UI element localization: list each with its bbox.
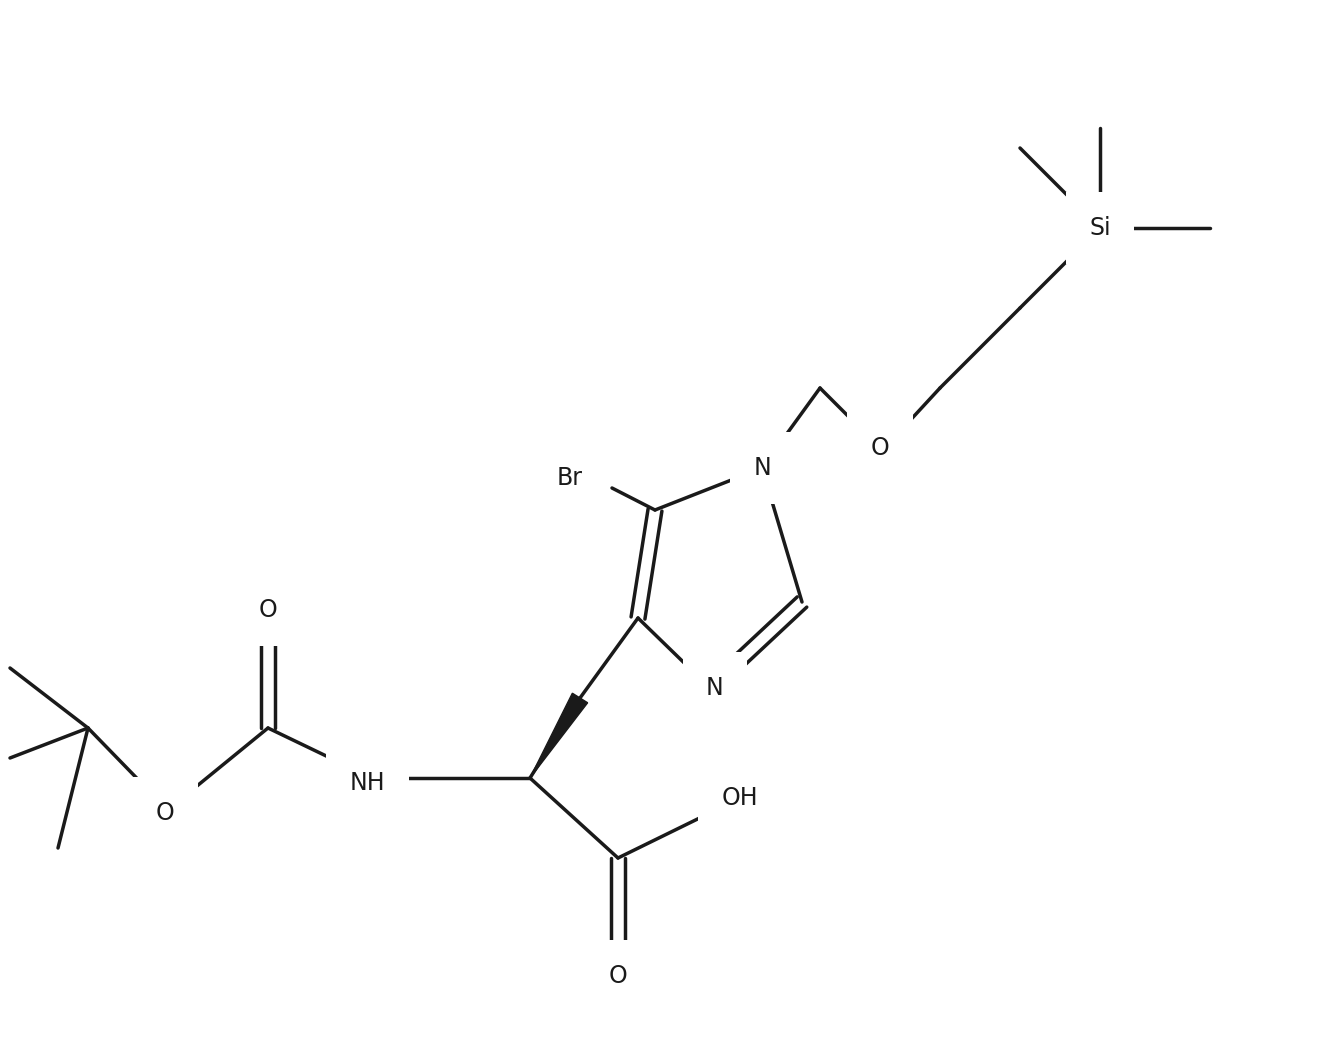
Text: O: O <box>871 436 890 460</box>
Text: OH: OH <box>721 786 758 810</box>
Polygon shape <box>530 693 587 778</box>
Text: O: O <box>155 801 174 825</box>
Text: NH: NH <box>349 771 385 795</box>
Text: N: N <box>753 456 770 480</box>
Text: Br: Br <box>556 466 583 490</box>
Text: Si: Si <box>1089 216 1110 240</box>
Text: O: O <box>259 598 278 622</box>
Text: O: O <box>608 964 627 988</box>
Text: N: N <box>706 676 724 700</box>
